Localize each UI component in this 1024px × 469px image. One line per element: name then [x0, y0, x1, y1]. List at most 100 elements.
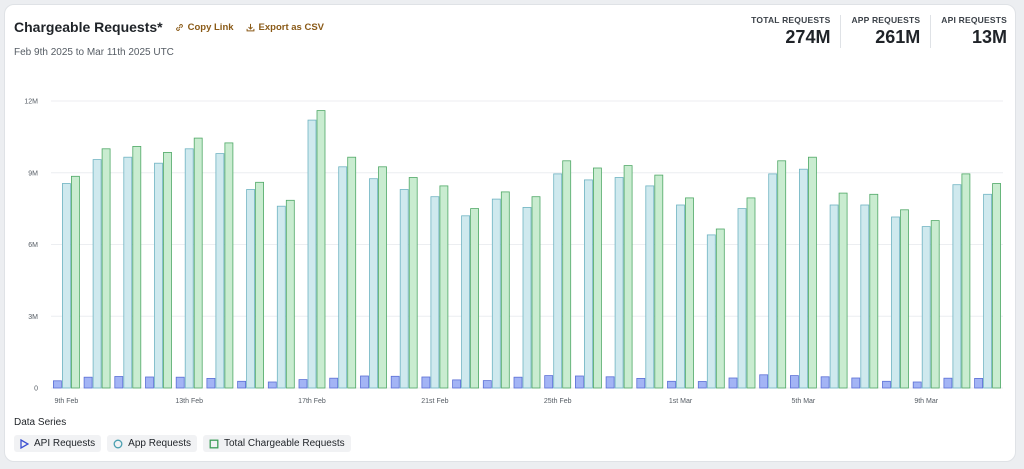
legend-label: App Requests — [128, 438, 191, 449]
bar-app-requests — [123, 156, 133, 389]
bar-total-chargeable-requests — [71, 175, 80, 389]
bar-app-requests — [522, 206, 532, 389]
bar-api-requests — [882, 380, 891, 389]
bar-api-requests — [452, 379, 462, 389]
y-tick-label: 12M — [24, 99, 38, 106]
bar-app-requests — [92, 159, 102, 389]
bar-app-requests — [399, 189, 409, 389]
bar-app-requests — [676, 204, 685, 389]
bar-app-requests — [338, 166, 348, 389]
y-tick-label: 9M — [28, 170, 38, 177]
legend-item-total-chargeable-requests[interactable]: Total Chargeable Requests — [202, 435, 351, 452]
legend-label: Total Chargeable Requests — [223, 438, 345, 449]
export-csv-label: Export as CSV — [258, 21, 324, 33]
bar-api-requests — [667, 380, 676, 389]
y-tick-label: 3M — [28, 314, 38, 321]
bar-total-chargeable-requests — [193, 137, 203, 389]
bar-api-requests — [237, 380, 247, 389]
bar-api-requests — [605, 376, 615, 389]
bar-app-requests — [246, 189, 256, 389]
bar-total-chargeable-requests — [255, 181, 265, 389]
bar-api-requests — [114, 376, 124, 389]
bar-api-requests — [575, 375, 584, 389]
square-icon — [209, 439, 219, 448]
stat-api-requests: API REQUESTS 13M — [930, 15, 1007, 48]
triangle-icon — [20, 438, 29, 449]
bar-total-chargeable-requests — [531, 196, 541, 389]
stat-total-requests: TOTAL REQUESTS 274M — [741, 15, 840, 48]
circle-icon — [113, 439, 123, 448]
stats-panel: TOTAL REQUESTS 274M APP REQUESTS 261M AP… — [741, 15, 1007, 48]
bar-api-requests — [206, 377, 216, 389]
link-icon — [175, 23, 183, 31]
stat-label: API REQUESTS — [941, 15, 1007, 25]
bar-total-chargeable-requests — [593, 167, 602, 389]
bar-api-requests — [851, 377, 861, 389]
bar-total-chargeable-requests — [316, 110, 326, 389]
legend: API Requests App Requests Total Chargeab… — [14, 435, 357, 452]
bar-api-requests — [513, 376, 523, 389]
bar-total-chargeable-requests — [378, 166, 387, 389]
bar-app-requests — [737, 208, 747, 389]
bar-api-requests — [544, 375, 554, 389]
bar-total-chargeable-requests — [992, 183, 1001, 389]
y-tick-label: 6M — [28, 242, 38, 249]
bar-total-chargeable-requests — [930, 220, 940, 389]
bar-api-requests — [820, 376, 830, 389]
bar-api-requests — [482, 380, 492, 389]
bar-total-chargeable-requests — [439, 185, 449, 389]
bar-api-requests — [912, 381, 922, 389]
bar-app-requests — [645, 185, 655, 389]
bar-total-chargeable-requests — [500, 191, 510, 389]
bar-app-requests — [614, 177, 624, 389]
copy-link-button[interactable]: Copy Link — [175, 22, 234, 33]
bar-total-chargeable-requests — [808, 156, 817, 389]
legend-item-api-requests[interactable]: API Requests — [14, 435, 102, 452]
stat-value: 274M — [785, 27, 831, 47]
legend-title: Data Series — [14, 417, 67, 428]
bar-total-chargeable-requests — [163, 151, 172, 389]
bar-app-requests — [799, 168, 808, 389]
download-icon — [246, 23, 254, 31]
bar-total-chargeable-requests — [224, 142, 234, 389]
bar-app-requests — [891, 216, 900, 389]
bar-total-chargeable-requests — [869, 193, 879, 389]
bar-api-requests — [83, 376, 93, 389]
bar-app-requests — [829, 204, 839, 389]
copy-link-label: Copy Link — [187, 21, 234, 33]
bar-app-requests — [62, 183, 71, 389]
bar-app-requests — [369, 178, 378, 389]
bar-api-requests — [759, 374, 769, 389]
bar-total-chargeable-requests — [685, 197, 694, 389]
bar-total-chargeable-requests — [838, 192, 848, 389]
bar-app-requests — [184, 148, 194, 389]
bar-total-chargeable-requests — [408, 177, 418, 389]
bar-total-chargeable-requests — [623, 165, 633, 389]
bar-api-requests — [175, 376, 185, 389]
bar-api-requests — [390, 375, 400, 389]
stat-label: TOTAL REQUESTS — [751, 15, 831, 25]
x-tick-label: 9th Feb — [55, 398, 79, 405]
bar-app-requests — [430, 196, 440, 389]
stat-label: APP REQUESTS — [851, 15, 921, 25]
bar-app-requests — [154, 162, 163, 389]
bar-api-requests — [53, 380, 62, 389]
bar-api-requests — [145, 376, 154, 389]
x-tick-label: 9th Mar — [914, 398, 938, 405]
legend-item-app-requests[interactable]: App Requests — [107, 435, 197, 452]
bar-api-requests — [697, 381, 707, 389]
bar-app-requests — [491, 198, 501, 389]
bar-total-chargeable-requests — [470, 208, 480, 389]
bar-api-requests — [298, 379, 308, 389]
bar-api-requests — [267, 381, 277, 389]
y-tick-label: 0 — [34, 386, 38, 393]
bar-app-requests — [461, 215, 471, 389]
bar-app-requests — [276, 205, 286, 389]
bar-app-requests — [983, 193, 992, 389]
stat-value: 261M — [875, 27, 921, 47]
bar-api-requests — [728, 377, 738, 389]
bar-app-requests — [307, 119, 317, 389]
x-tick-label: 17th Feb — [298, 398, 326, 405]
export-csv-button[interactable]: Export as CSV — [246, 22, 324, 33]
bar-api-requests — [943, 377, 953, 389]
